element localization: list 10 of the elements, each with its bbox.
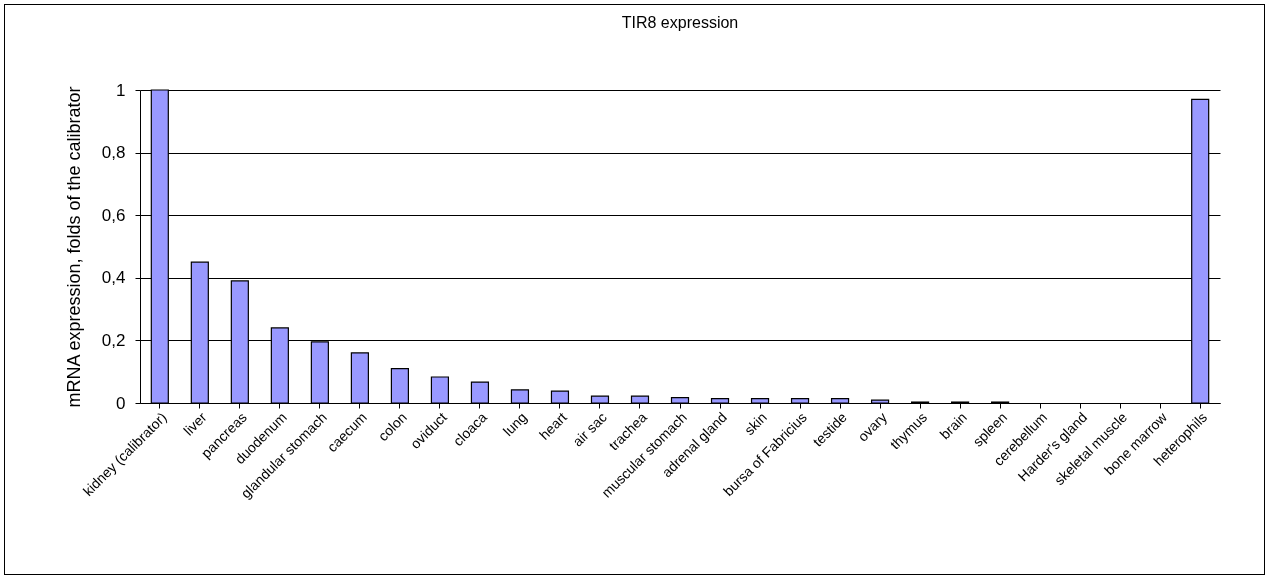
y-tick-label: 0,6 [101,205,126,225]
y-axis-title: mRNA expression, folds of the calibrator [63,86,84,408]
x-tick-label: air sac [569,409,610,450]
y-tick-label: 0,8 [101,143,126,163]
y-tick-label: 0,2 [101,330,126,350]
x-tick-label: lung [499,409,530,440]
y-tick-label: 0 [116,393,126,413]
chart-title: TIR8 expression [621,14,739,31]
y-tick-label: 1 [116,80,126,100]
y-tick-label: 0,4 [101,268,126,288]
